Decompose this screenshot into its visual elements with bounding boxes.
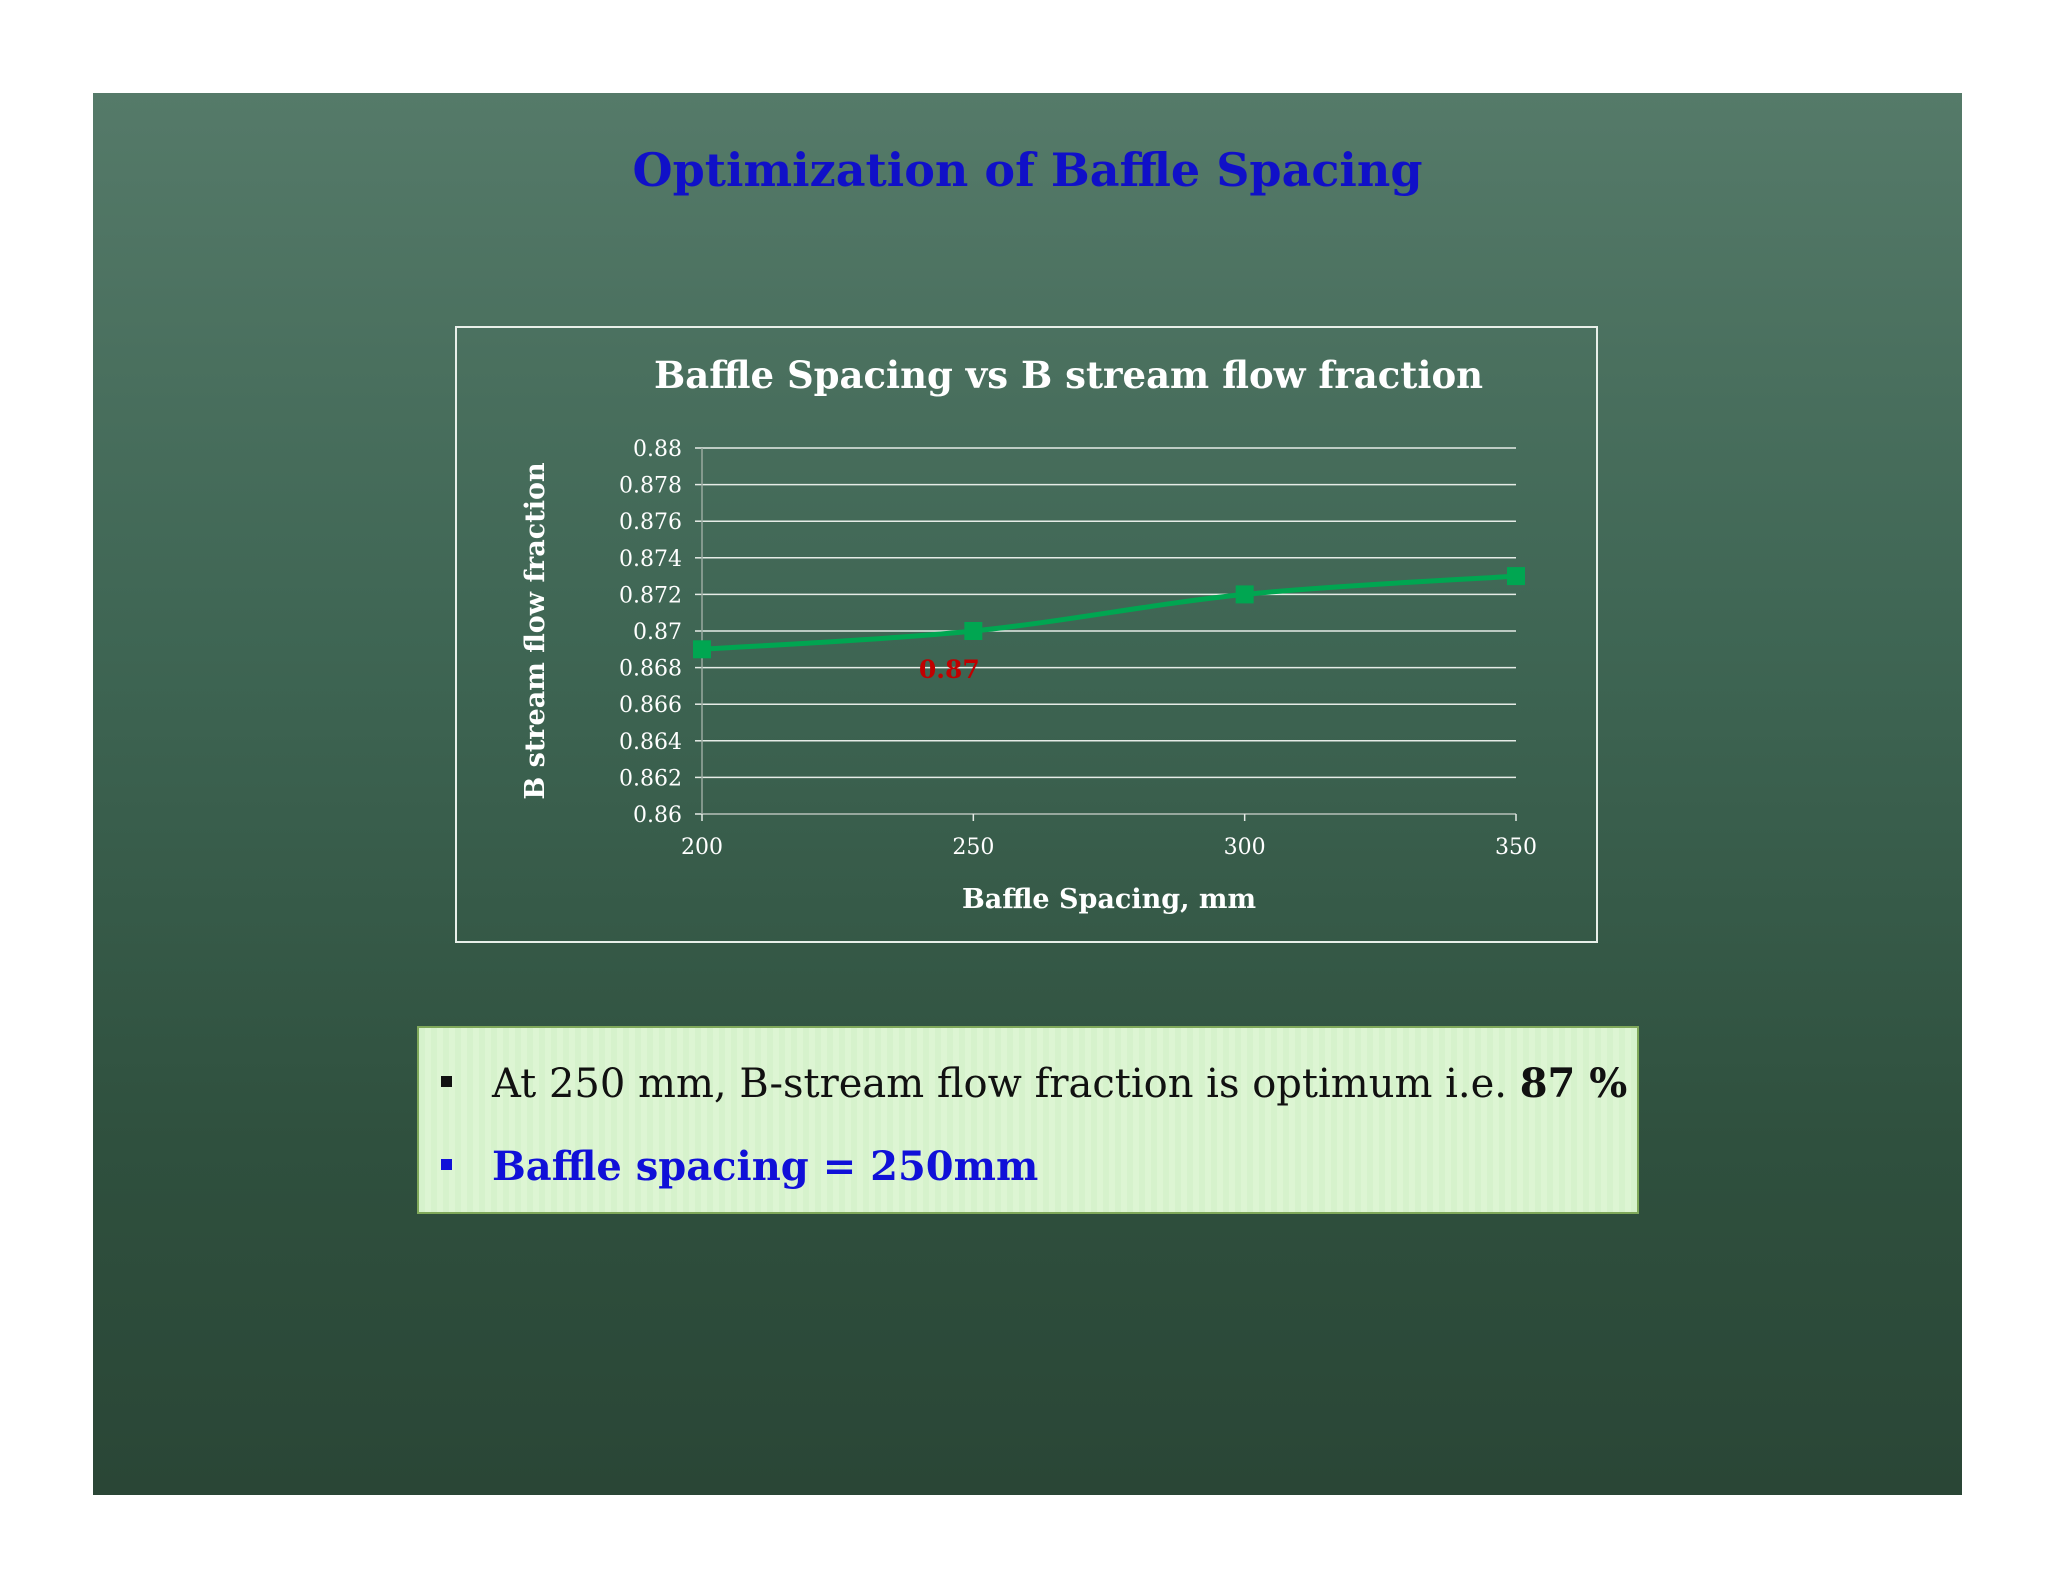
bullet-text: At 250 mm, B-stream flow fraction is opt… bbox=[492, 1061, 1520, 1107]
bullet-emphasis: 87 % bbox=[1519, 1060, 1628, 1107]
bullet-text: Baffle spacing = 250mm bbox=[492, 1143, 1039, 1190]
data-point bbox=[1235, 585, 1254, 604]
y-tick-label: 0.878 bbox=[619, 474, 682, 499]
y-tick-label: 0.864 bbox=[619, 730, 682, 755]
x-tick-label: 250 bbox=[952, 835, 994, 860]
data-point bbox=[1507, 567, 1525, 586]
chart-title: Baffle Spacing vs B stream flow fraction bbox=[654, 353, 1483, 397]
data-point bbox=[693, 640, 711, 659]
y-tick-label: 0.862 bbox=[619, 766, 682, 791]
y-tick-label: 0.88 bbox=[633, 437, 682, 462]
slide-title: Optimization of Baffle Spacing bbox=[632, 143, 1423, 197]
slide: Optimization of Baffle Spacing Baffle Sp… bbox=[93, 93, 1962, 1495]
line-chart: Baffle Spacing vs B stream flow fraction… bbox=[520, 353, 1537, 915]
bullet-item-spacing: Baffle spacing = 250mm bbox=[441, 1143, 1038, 1190]
x-axis-label: Baffle Spacing, mm bbox=[962, 884, 1256, 915]
chart-frame: Baffle Spacing vs B stream flow fraction… bbox=[455, 326, 1598, 943]
bullet-list: At 250 mm, B-stream flow fraction is opt… bbox=[417, 1026, 1639, 1214]
y-tick-label: 0.876 bbox=[619, 510, 682, 535]
y-tick-label: 0.87 bbox=[633, 620, 682, 645]
y-tick-label: 0.868 bbox=[619, 657, 682, 682]
series-line bbox=[701, 573, 1517, 652]
bullet-item-optimum: At 250 mm, B-stream flow fraction is opt… bbox=[441, 1060, 1627, 1107]
data-point bbox=[964, 622, 983, 640]
y-axis-label: B stream flow fraction bbox=[520, 462, 551, 800]
y-tick-label: 0.86 bbox=[633, 803, 682, 828]
x-tick-label: 300 bbox=[1224, 835, 1266, 860]
x-tick-label: 350 bbox=[1495, 835, 1537, 860]
square-bullet-icon bbox=[441, 1158, 452, 1170]
x-tick-label: 200 bbox=[681, 835, 723, 860]
y-tick-label: 0.872 bbox=[619, 583, 682, 608]
square-bullet-icon bbox=[441, 1075, 452, 1087]
y-tick-label: 0.874 bbox=[619, 547, 682, 572]
data-label: 0.87 bbox=[919, 655, 980, 684]
y-tick-label: 0.866 bbox=[619, 693, 682, 718]
